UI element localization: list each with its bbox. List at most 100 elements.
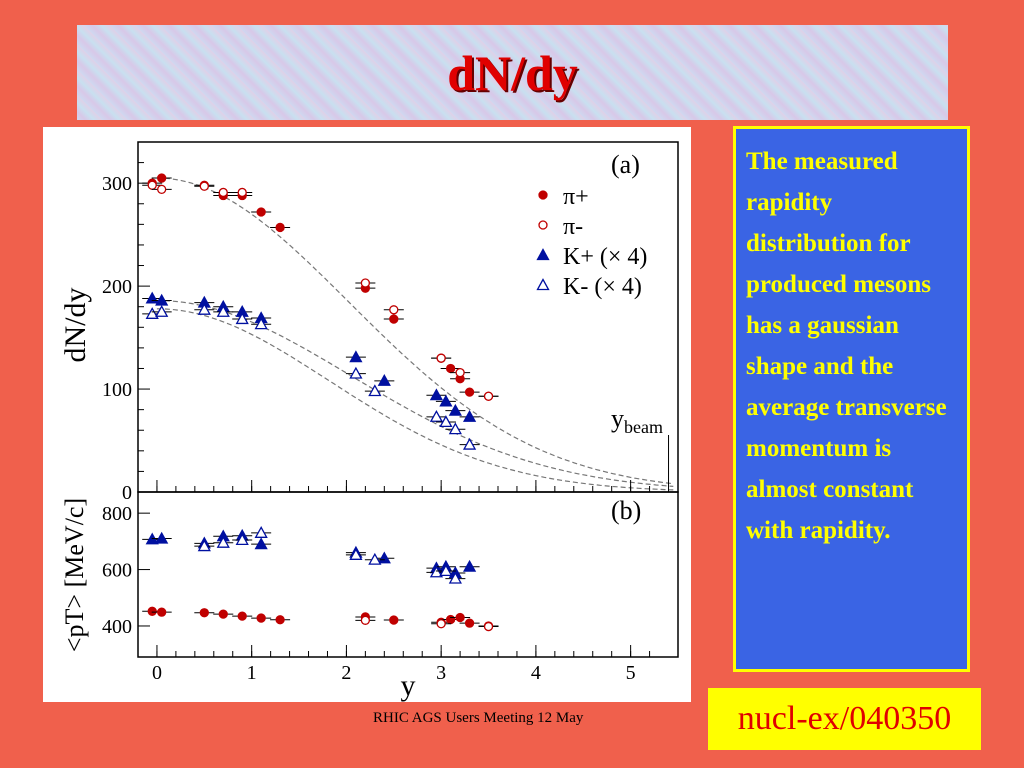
footer-text: RHIC AGS Users Meeting 12 May — [373, 710, 584, 726]
panel-a-ylabel: dN/dy — [59, 288, 92, 363]
point-a-series3 — [429, 410, 444, 422]
point-b-series2 — [254, 537, 268, 550]
point-b-series2 — [155, 531, 169, 544]
panel-b-frame — [137, 491, 679, 658]
legend-label: K+ (× 4) — [563, 244, 647, 270]
ybeam-annotation: ybeam — [611, 404, 670, 492]
point-a-series1 — [237, 187, 247, 198]
y-tick-label-b: 600 — [102, 560, 132, 582]
point-a-series3 — [462, 437, 477, 450]
point-b-series3 — [439, 564, 453, 577]
fit-curve — [156, 177, 674, 485]
point-b-series0 — [218, 609, 228, 619]
point-b-series0 — [147, 606, 157, 616]
point-b-series0 — [389, 615, 399, 625]
legend-label: π- — [563, 214, 583, 240]
legend-marker — [536, 278, 550, 291]
fit-curve — [156, 299, 674, 487]
slide-title: dN/dy — [447, 44, 578, 101]
point-a-series0 — [157, 173, 167, 183]
x-tick-label: 1 — [247, 662, 257, 684]
description-text: The measured rapidity distribution for p… — [746, 148, 947, 544]
point-a-series2 — [439, 394, 453, 407]
point-b-series0 — [275, 615, 285, 625]
point-a-series2 — [349, 350, 363, 363]
x-tick-label: 4 — [531, 662, 541, 684]
point-a-series0 — [389, 314, 399, 324]
point-a-series3 — [216, 305, 230, 317]
x-tick-label: 0 — [152, 662, 162, 684]
y-tick-label-b: 400 — [102, 616, 132, 638]
description-box: The measured rapidity distribution for p… — [733, 126, 970, 672]
point-a-series0 — [256, 207, 266, 217]
point-a-series1 — [157, 184, 167, 195]
x-tick-label: 2 — [341, 662, 351, 684]
point-b-series0 — [157, 607, 167, 617]
reference-text: nucl-ex/040350 — [737, 700, 952, 737]
point-b-series3 — [235, 533, 249, 545]
chart-figure: 0 100 200 300 400 600 800 0 1 2 3 4 5 π+ π- K+ (× 4) K-… — [43, 127, 691, 702]
svg-text:ybeam: ybeam — [611, 404, 663, 437]
data-marks — [142, 173, 499, 632]
point-a-series3 — [368, 384, 382, 397]
x-tick-label: 5 — [626, 662, 636, 684]
y-tick-label-a: 300 — [102, 173, 132, 195]
x-axis-label: y — [401, 669, 416, 702]
point-b-series0 — [237, 611, 247, 621]
point-a-series3 — [439, 415, 453, 428]
y-tick-label-b: 800 — [102, 503, 132, 525]
point-b-series2 — [462, 559, 477, 572]
point-a-series1 — [483, 391, 494, 401]
point-b-series1 — [436, 619, 446, 629]
point-a-series3 — [235, 312, 249, 325]
point-b-series0 — [445, 614, 456, 625]
y-tick-label-a: 100 — [102, 379, 132, 401]
point-b-series3 — [429, 565, 444, 578]
legend-marker — [538, 220, 548, 230]
fit-curves — [156, 177, 674, 491]
point-b-series0 — [256, 613, 266, 623]
point-a-series2 — [155, 293, 169, 306]
point-a-series1 — [455, 367, 465, 378]
y-tick-label-a: 0 — [122, 482, 132, 504]
point-a-series3 — [155, 305, 169, 317]
point-a-series1 — [360, 278, 371, 288]
point-b-series3 — [216, 535, 230, 548]
point-b-series0 — [455, 612, 465, 623]
point-a-series2 — [429, 388, 444, 401]
point-a-series0 — [275, 222, 285, 233]
point-b-series3 — [197, 539, 211, 552]
point-a-series2 — [377, 373, 391, 386]
point-a-series0 — [464, 387, 475, 397]
panel-a-label: (a) — [611, 150, 640, 179]
point-b-series3 — [448, 571, 462, 584]
legend-marker — [536, 248, 550, 261]
y-tick-label-a: 200 — [102, 276, 132, 298]
x-tick-label: 3 — [436, 662, 446, 684]
point-a-series3 — [254, 317, 268, 330]
point-a-series3 — [145, 307, 159, 319]
point-a-series1 — [389, 305, 399, 315]
point-b-series3 — [254, 526, 268, 538]
point-a-series1 — [436, 353, 446, 363]
point-a-series3 — [197, 302, 211, 315]
reference-box: nucl-ex/040350 — [708, 688, 981, 750]
title-banner: dN/dy — [77, 25, 948, 120]
point-a-series0 — [445, 363, 456, 374]
point-a-series1 — [199, 181, 209, 191]
point-a-series2 — [462, 410, 477, 422]
point-b-series2 — [377, 551, 391, 564]
panel-b-label: (b) — [611, 496, 641, 525]
point-a-series1 — [218, 187, 228, 198]
point-a-series1 — [147, 180, 157, 190]
legend-label: π+ — [563, 184, 589, 210]
point-b-series1 — [483, 621, 494, 632]
point-b-series1 — [360, 615, 371, 625]
legend: π+ π- K+ (× 4) K- (× 4) — [536, 184, 647, 300]
point-a-series2 — [145, 291, 159, 304]
point-a-series2 — [448, 403, 462, 416]
point-a-series3 — [349, 366, 363, 379]
point-b-series0 — [464, 618, 475, 628]
